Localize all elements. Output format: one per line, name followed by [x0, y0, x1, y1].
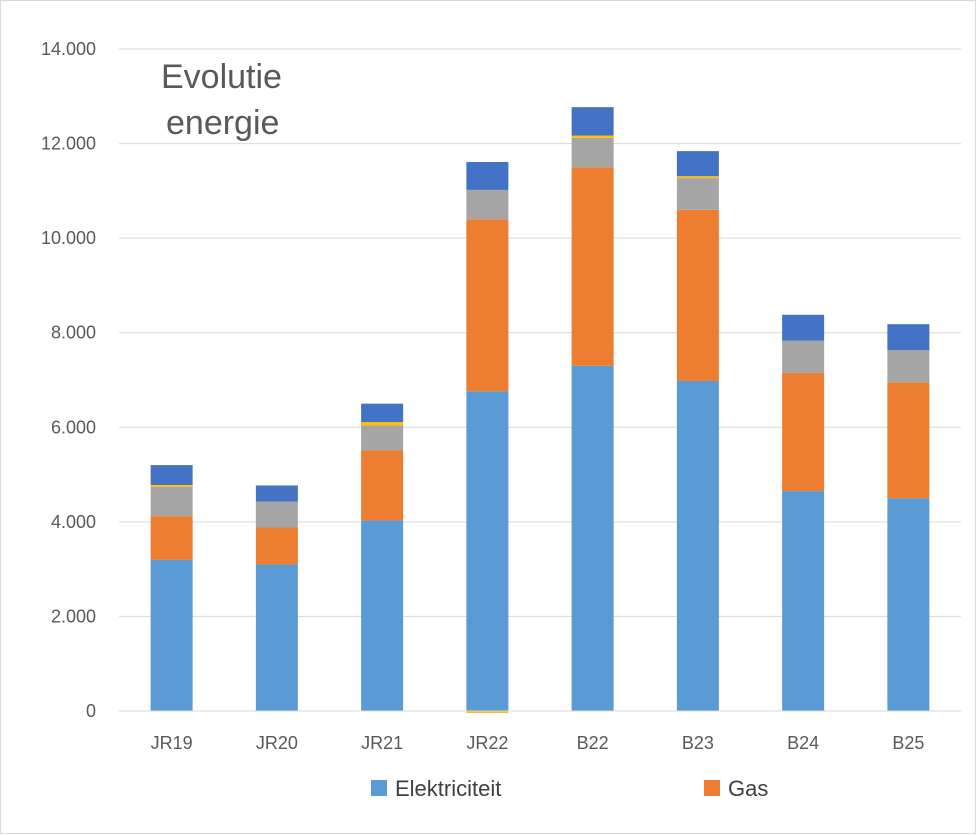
- bar-segment: [782, 314, 825, 341]
- y-tick-label: 12.000: [41, 134, 96, 154]
- legend-label: Elektriciteit: [395, 776, 501, 801]
- x-tick-label: B24: [787, 733, 819, 753]
- bar-segment: [466, 391, 509, 711]
- x-tick-label: B22: [577, 733, 609, 753]
- bar-segment: [150, 486, 193, 517]
- bar-segment: [361, 403, 404, 423]
- bar-segment: [676, 151, 719, 177]
- y-tick-label: 6.000: [51, 417, 96, 437]
- chart-title-line-2: energie: [166, 104, 279, 142]
- bar-segment: [255, 501, 298, 528]
- bar-segment: [676, 178, 719, 210]
- y-tick-label: 14.000: [41, 39, 96, 59]
- bar-segment: [571, 135, 614, 138]
- x-tick-label: JR21: [361, 733, 403, 753]
- bar-segment: [361, 520, 404, 711]
- x-tick-label: B25: [892, 733, 924, 753]
- bar-segment: [887, 382, 930, 499]
- legend-swatch: [704, 780, 720, 796]
- bar-segment: [150, 465, 193, 485]
- bar-segment: [571, 167, 614, 366]
- bar-segment: [887, 498, 930, 711]
- y-tick-label: 0: [86, 701, 96, 721]
- bar-segment-negative: [466, 711, 509, 713]
- bar-segment: [150, 516, 193, 560]
- bar-segment: [255, 527, 298, 565]
- bar-segment: [255, 564, 298, 711]
- bar-segment: [361, 450, 404, 521]
- bar-segment: [571, 137, 614, 168]
- y-tick-label: 2.000: [51, 606, 96, 626]
- bar-segment: [466, 189, 509, 220]
- bar-segment: [676, 176, 719, 179]
- bar-segment: [782, 491, 825, 711]
- chart-title-line-1: Evolutie: [161, 58, 282, 96]
- legend-swatch: [371, 780, 387, 796]
- legend-label: Gas: [728, 776, 768, 801]
- bar-segment: [150, 484, 193, 487]
- bar-segment: [150, 559, 193, 711]
- bar-segment: [676, 209, 719, 381]
- bar-segment: [676, 380, 719, 711]
- bar-segment: [361, 425, 404, 451]
- bar-segment: [466, 162, 509, 190]
- x-axis-labels: JR19 JR20 JR21 JR22 B22 B23 B24 B25: [151, 733, 925, 753]
- bar-segment: [782, 372, 825, 492]
- bar-segment: [887, 324, 930, 351]
- bar-segment: [571, 365, 614, 711]
- y-axis-labels: 0 2.000 4.000 6.000 8.000 10.000 12.000 14.000: [41, 39, 96, 721]
- bar-segment: [887, 350, 930, 383]
- bars: [150, 107, 930, 713]
- y-tick-label: 8.000: [51, 323, 96, 343]
- legend: Elektriciteit Gas: [371, 776, 768, 801]
- bar-segment: [571, 107, 614, 136]
- bar-segment: [466, 219, 509, 392]
- x-tick-label: JR19: [151, 733, 193, 753]
- bar-segment: [782, 340, 825, 373]
- y-tick-label: 4.000: [51, 512, 96, 532]
- x-tick-label: JR22: [466, 733, 508, 753]
- bar-segment: [255, 485, 298, 502]
- x-tick-label: JR20: [256, 733, 298, 753]
- bar-segment: [361, 422, 404, 426]
- x-tick-label: B23: [682, 733, 714, 753]
- y-tick-label: 10.000: [41, 228, 96, 248]
